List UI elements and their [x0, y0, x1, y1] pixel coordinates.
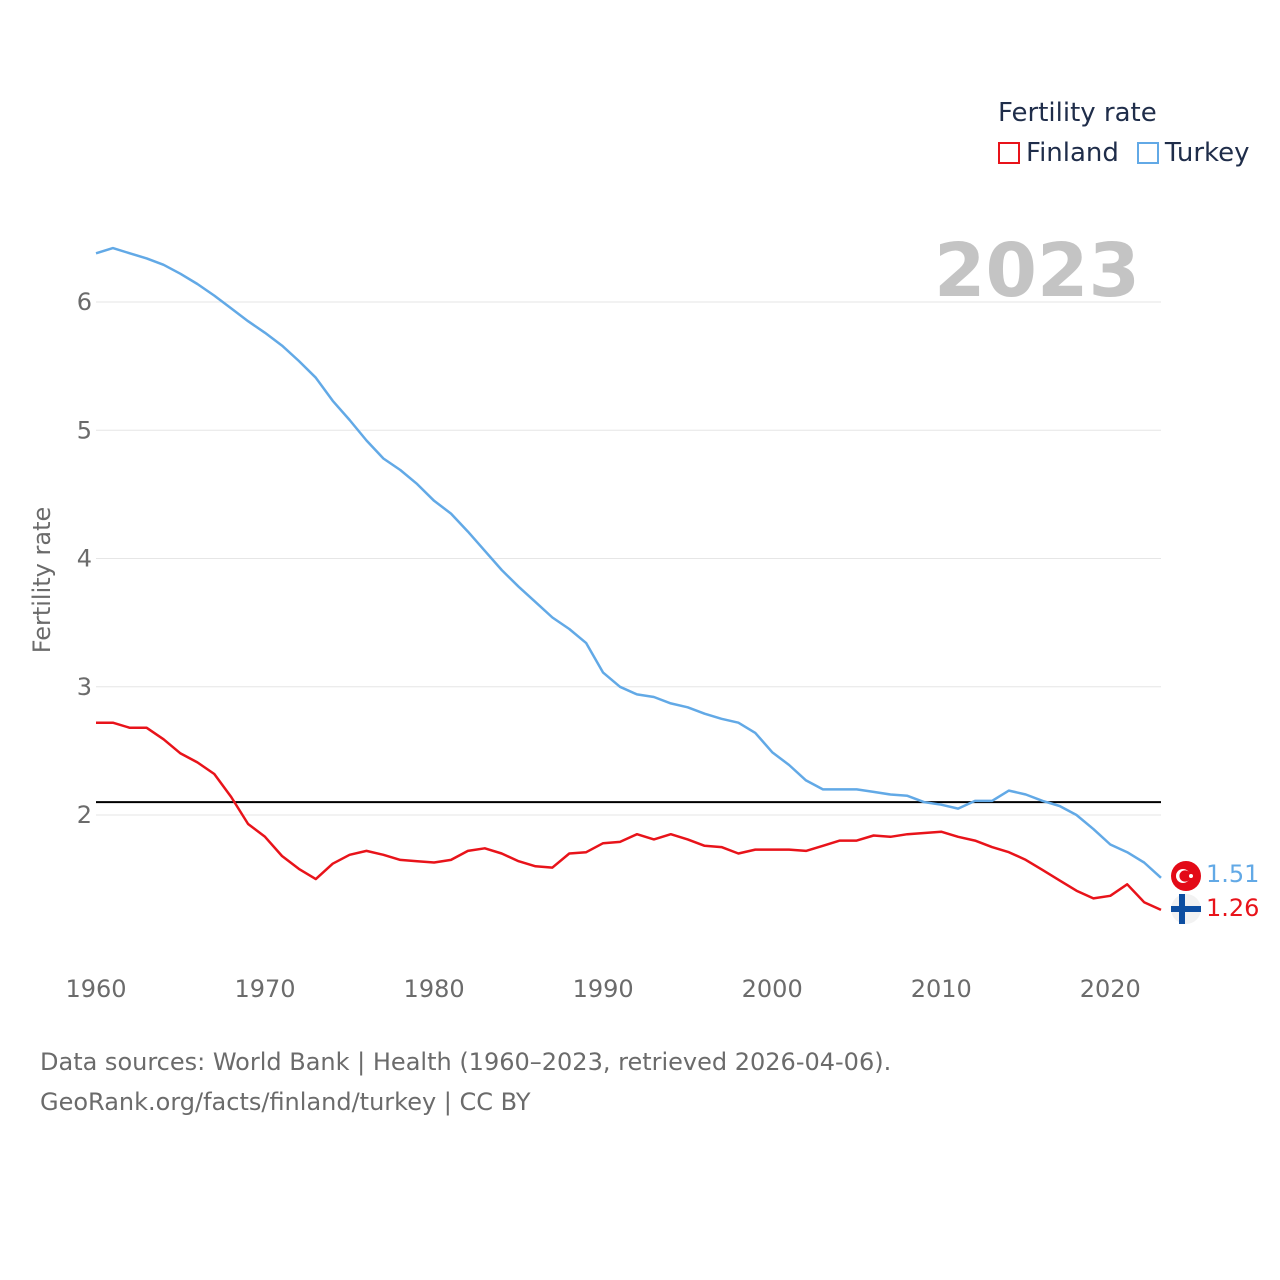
legend-swatch-turkey: [1136, 142, 1159, 164]
y-tick-label: 5: [77, 416, 92, 444]
legend-title: Fertility rate: [998, 98, 1157, 128]
legend-item-turkey[interactable]: Turkey: [1136, 138, 1250, 168]
gridlines: [96, 301, 1161, 816]
end-value-finland: 1.26: [1206, 894, 1260, 922]
year-watermark: 2023: [934, 228, 1140, 314]
footer-link[interactable]: GeoRank.org/facts/finland/turkey | CC BY: [40, 1088, 531, 1116]
x-tick-label: 2000: [742, 975, 803, 1003]
end-flags: [1171, 861, 1201, 924]
legend-swatch-finland: [998, 142, 1020, 164]
turkey-flag-icon: [1171, 861, 1201, 891]
y-axis-label: Fertility rate: [28, 506, 56, 654]
x-tick-label: 1980: [404, 975, 465, 1003]
x-tick-label: 2010: [911, 975, 972, 1003]
footer-sources: Data sources: World Bank | Health (1960–…: [40, 1048, 892, 1076]
series-line-finland[interactable]: [96, 721, 1162, 912]
x-tick-label: 1960: [65, 975, 126, 1003]
x-axis-ticks: 1960 1970 1980 1990 2000 2010 2020: [65, 975, 1140, 1003]
legend-item-finland[interactable]: Finland: [998, 138, 1119, 168]
finland-flag-icon: [1171, 894, 1201, 924]
end-value-turkey: 1.51: [1206, 860, 1260, 888]
x-tick-label: 1970: [235, 975, 296, 1003]
y-tick-label: 4: [77, 545, 92, 573]
x-tick-label: 1990: [573, 975, 634, 1003]
y-axis-ticks: 2 3 4 5 6: [77, 288, 92, 829]
footer: Data sources: World Bank | Health (1960–…: [40, 1042, 891, 1122]
legend-label-turkey: Turkey: [1164, 138, 1250, 168]
y-tick-label: 6: [77, 288, 92, 316]
series-lines: [95, 246, 1162, 912]
y-tick-label: 2: [77, 801, 92, 829]
y-tick-label: 3: [77, 673, 92, 701]
series-line-turkey[interactable]: [95, 246, 1162, 879]
legend: Fertility rate Finland Turkey: [998, 98, 1268, 168]
legend-label-finland: Finland: [1026, 138, 1119, 168]
x-tick-label: 2020: [1080, 975, 1141, 1003]
